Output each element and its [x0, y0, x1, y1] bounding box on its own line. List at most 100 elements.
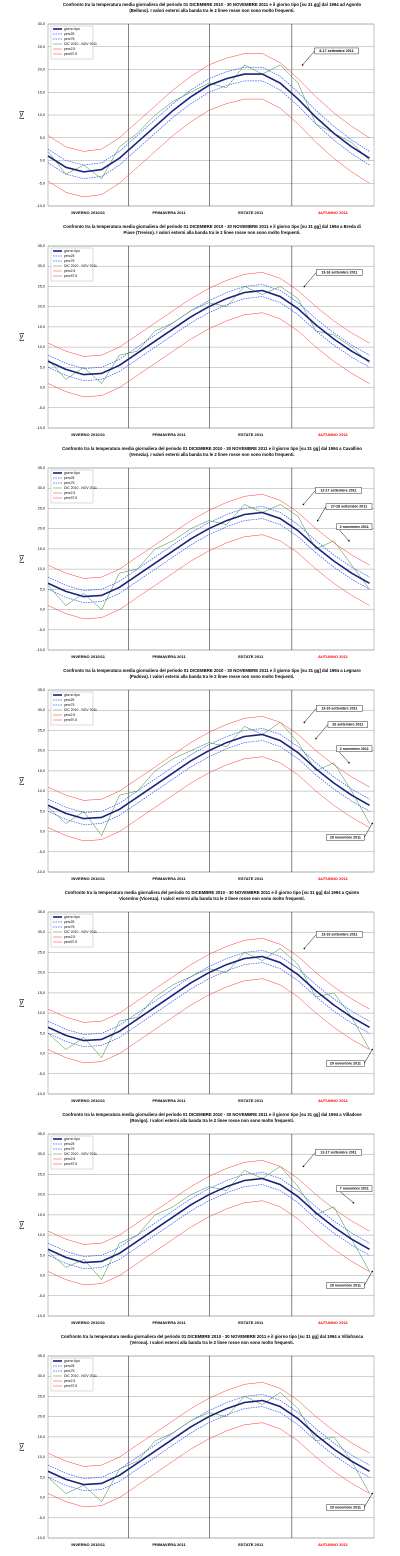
plot-area — [47, 1133, 375, 1317]
chart-title: (Padova). I valori esterni alla banda tr… — [130, 674, 295, 679]
annotation-arrow — [315, 724, 329, 739]
legend-label: perc25 — [64, 254, 74, 258]
season-label: AUTUNNO 2011 — [318, 1542, 349, 1547]
y-tick-label: 35,0 — [38, 466, 45, 470]
season-label: ESTATE 2011 — [238, 876, 264, 881]
y-tick-label: 20,0 — [38, 68, 45, 72]
series-line — [47, 740, 370, 826]
y-tick-label: -10,0 — [36, 204, 45, 208]
season-label: AUTUNNO 2011 — [318, 1098, 349, 1103]
season-label: ESTATE 2011 — [238, 210, 264, 215]
series-line — [47, 1394, 370, 1479]
y-tick-label: 30,0 — [38, 1374, 45, 1378]
chart-title: (Verona). I valori esterni alla banda tr… — [130, 1340, 294, 1345]
series-line — [47, 1392, 370, 1502]
season-label: AUTUNNO 2011 — [318, 432, 349, 437]
series-line — [47, 534, 370, 620]
annotation-text: 26 settembre 2011 — [332, 722, 363, 726]
annotation-text: 27-28 settembre 2011 — [331, 505, 367, 509]
season-label: AUTUNNO 2011 — [318, 876, 349, 881]
plot-area — [47, 1355, 375, 1539]
y-tick-label: 0,0 — [40, 1274, 45, 1278]
annotation-tip — [302, 503, 305, 506]
season-label: ESTATE 2011 — [238, 654, 264, 659]
legend-label: DIC 2010 - NOV 2011 — [64, 1374, 97, 1378]
legend-box — [50, 25, 94, 60]
y-tick-label: 25,0 — [38, 728, 45, 732]
y-axis-label: [°C] — [19, 332, 24, 341]
legend-label: DIC 2010 - NOV 2011 — [64, 1152, 97, 1156]
series-line — [47, 53, 370, 152]
series-line — [47, 950, 370, 1035]
annotation-text: 29 novembre 2011 — [330, 1283, 361, 1287]
y-tick-label: 20,0 — [38, 1193, 45, 1197]
legend-label: giorno tipo — [64, 915, 80, 919]
season-label: INVERNO 2010/11 — [71, 432, 105, 437]
annotation-box — [336, 745, 373, 752]
plot-area — [47, 245, 375, 429]
chart-title: (Venezia). I valori esterni alla banda t… — [129, 452, 294, 457]
y-tick-label: 15,0 — [38, 991, 45, 995]
season-label: PRIMAVERA 2011 — [152, 654, 186, 659]
legend-box — [50, 1357, 94, 1392]
season-label: AUTUNNO 2011 — [318, 1320, 349, 1325]
annotation-arrow — [304, 934, 317, 949]
series-line — [47, 284, 370, 369]
legend-label: perc75 — [64, 259, 74, 263]
y-tick-label: -10,0 — [36, 1314, 45, 1318]
series-line — [47, 728, 370, 813]
series-line — [47, 511, 370, 598]
y-tick-label: 5,0 — [40, 365, 45, 369]
annotation-arrow — [363, 1049, 373, 1064]
y-tick-label: -5,0 — [38, 850, 45, 854]
y-tick-label: 25,0 — [38, 45, 45, 49]
season-label: PRIMAVERA 2011 — [152, 1098, 186, 1103]
series-line — [47, 1172, 370, 1257]
legend-box — [50, 691, 94, 726]
legend-label: perc2.5 — [64, 1157, 75, 1161]
legend-label: giorno tipo — [64, 27, 80, 31]
annotation-text: 7 novembre 2011 — [340, 1187, 369, 1191]
annotation-box — [316, 931, 363, 938]
y-tick-label: 20,0 — [38, 527, 45, 531]
season-label: ESTATE 2011 — [238, 1320, 264, 1325]
season-label: ESTATE 2011 — [238, 432, 264, 437]
y-tick-label: 30,0 — [38, 486, 45, 490]
series-line — [47, 938, 370, 1023]
series-line — [47, 66, 370, 166]
y-axis-label: [°C] — [19, 110, 24, 119]
series-line — [47, 98, 370, 198]
y-tick-label: -5,0 — [38, 1516, 45, 1520]
annotation-text: 12-17 settembre 2011 — [320, 488, 356, 492]
y-tick-label: 20,0 — [38, 305, 45, 309]
legend-label: perc25 — [64, 698, 74, 702]
series-line — [47, 722, 370, 836]
season-label: AUTUNNO 2011 — [318, 210, 349, 215]
y-tick-label: 10,0 — [38, 1455, 45, 1459]
series-line — [47, 518, 370, 604]
y-tick-label: 10,0 — [38, 1233, 45, 1237]
y-tick-label: 35,0 — [38, 910, 45, 914]
chart-panel: Confronto tra la temperatura media giorn… — [19, 890, 375, 1103]
y-tick-label: 10,0 — [38, 789, 45, 793]
y-axis-label: [°C] — [19, 1220, 24, 1229]
annotation-box — [336, 523, 373, 530]
legend-label: perc97.5 — [64, 274, 77, 278]
series-line — [47, 312, 370, 398]
y-tick-label: 30,0 — [38, 22, 45, 26]
legend-label: perc25 — [64, 1364, 74, 1368]
season-label: PRIMAVERA 2011 — [152, 210, 186, 215]
season-label: ESTATE 2011 — [238, 1098, 264, 1103]
annotation-box — [315, 1149, 362, 1156]
annotation-tip — [303, 947, 306, 950]
annotation-arrow — [303, 1152, 316, 1167]
series-line — [47, 506, 370, 591]
legend-label: perc75 — [64, 1147, 74, 1151]
y-tick-label: -5,0 — [38, 628, 45, 632]
